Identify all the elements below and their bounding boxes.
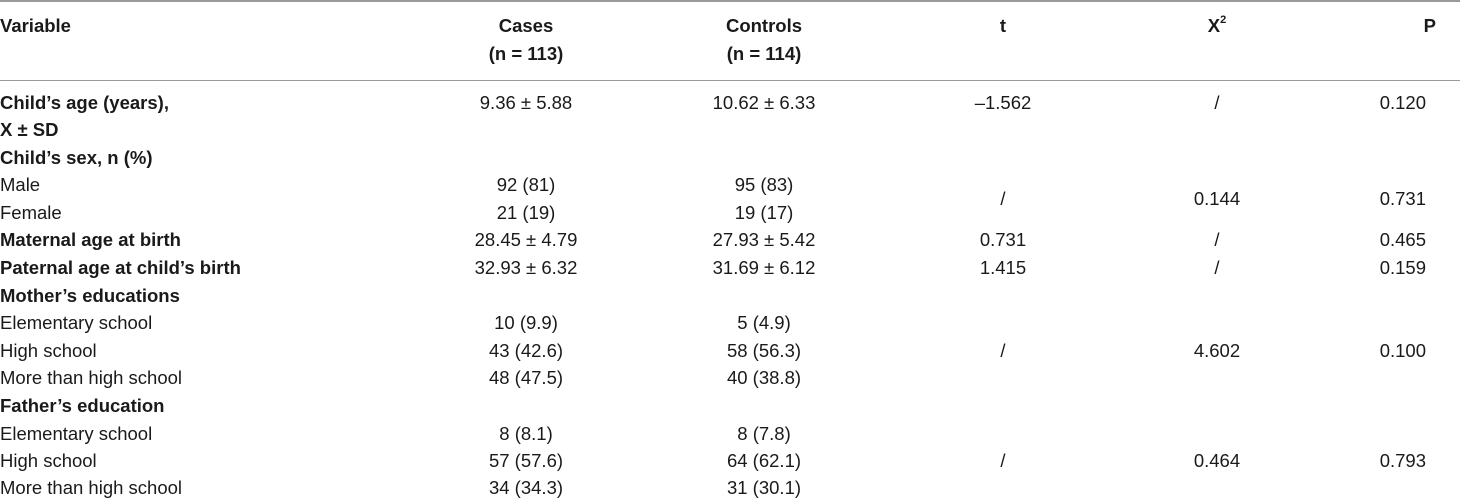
row-mother-more-controls: 40 (38.8) [726, 367, 802, 388]
header-controls-n: (n = 114) [726, 43, 802, 64]
row-mother-more-cases: 48 (47.5) [488, 367, 564, 388]
row-female-label: Female [0, 202, 62, 223]
row-mother-elementary-cases: 10 (9.9) [494, 312, 558, 333]
header-x2: X2 [1100, 12, 1334, 39]
row-male-label: Male [0, 174, 41, 195]
row-child-age-x2: / [1214, 92, 1220, 113]
row-maternal-age-x2: / [1214, 229, 1220, 250]
row-female-cases: 21 (19) [496, 202, 556, 223]
row-father-elementary-label: Elementary school [0, 423, 153, 444]
header-variable: Variable [0, 15, 71, 36]
row-female-controls: 19 (17) [734, 202, 794, 223]
row-child-age-p: 0.120 [1379, 92, 1426, 113]
row-child-age-t: –1.562 [974, 92, 1032, 113]
row-child-age-label: Child’s age (years), [0, 92, 169, 113]
row-maternal-age-controls: 27.93 ± 5.42 [712, 229, 816, 250]
row-child-sex-label: Child’s sex, n (%) [0, 147, 153, 168]
row-maternal-age-cases: 28.45 ± 4.79 [474, 229, 578, 250]
row-mother-edu-p: 0.100 [1379, 340, 1426, 361]
header-controls: Controls [725, 15, 803, 36]
row-paternal-age-p: 0.159 [1379, 257, 1426, 278]
row-male-controls: 95 (83) [734, 174, 794, 195]
row-father-high-controls: 64 (62.1) [726, 450, 802, 471]
row-mother-high-label: High school [0, 340, 97, 361]
header-x2-sup: 2 [1220, 14, 1227, 26]
row-father-edu-p: 0.793 [1379, 450, 1426, 471]
row-child-sex-t: / [1000, 188, 1006, 209]
row-child-sex-p: 0.731 [1379, 188, 1426, 209]
header-t: t [999, 15, 1007, 36]
header-p: P [1423, 15, 1436, 36]
row-child-age-controls: 10.62 ± 6.33 [712, 92, 816, 113]
row-mother-edu-label: Mother’s educations [0, 285, 180, 306]
row-father-high-cases: 57 (57.6) [488, 450, 564, 471]
row-mother-high-cases: 43 (42.6) [488, 340, 564, 361]
row-mother-more-label: More than high school [0, 367, 183, 388]
row-paternal-age-x2: / [1214, 257, 1220, 278]
row-mother-high-controls: 58 (56.3) [726, 340, 802, 361]
row-maternal-age-t: 0.731 [979, 229, 1027, 250]
row-father-edu-label: Father’s education [0, 395, 165, 416]
row-father-high-label: High school [0, 450, 97, 471]
row-child-sex-x2: 0.144 [1193, 188, 1241, 209]
row-father-edu-x2: 0.464 [1193, 450, 1241, 471]
row-father-edu-t: / [1000, 450, 1006, 471]
header-cases: Cases [498, 15, 554, 36]
row-paternal-age-cases: 32.93 ± 6.32 [474, 257, 578, 278]
row-paternal-age-label: Paternal age at child’s birth [0, 257, 241, 278]
row-male-cases: 92 (81) [496, 174, 556, 195]
row-mother-elementary-label: Elementary school [0, 312, 153, 333]
row-father-elementary-controls: 8 (7.8) [737, 423, 791, 444]
table-top-rule [0, 0, 1460, 2]
row-child-age-label-sd: X ± SD [0, 119, 59, 140]
row-father-more-label: More than high school [0, 477, 183, 498]
row-father-more-controls: 31 (30.1) [726, 477, 802, 498]
row-maternal-age-label: Maternal age at birth [0, 229, 181, 250]
row-mother-edu-t: / [1000, 340, 1006, 361]
row-mother-edu-x2: 4.602 [1193, 340, 1241, 361]
row-paternal-age-t: 1.415 [979, 257, 1027, 278]
row-father-more-cases: 34 (34.3) [488, 477, 564, 498]
header-rule [0, 80, 1460, 81]
row-father-elementary-cases: 8 (8.1) [499, 423, 553, 444]
header-x2-base: X [1207, 15, 1221, 36]
row-mother-elementary-controls: 5 (4.9) [737, 312, 791, 333]
row-paternal-age-controls: 31.69 ± 6.12 [712, 257, 816, 278]
header-cases-n: (n = 113) [488, 43, 564, 64]
row-maternal-age-p: 0.465 [1379, 229, 1426, 250]
row-child-age-cases: 9.36 ± 5.88 [479, 92, 573, 113]
